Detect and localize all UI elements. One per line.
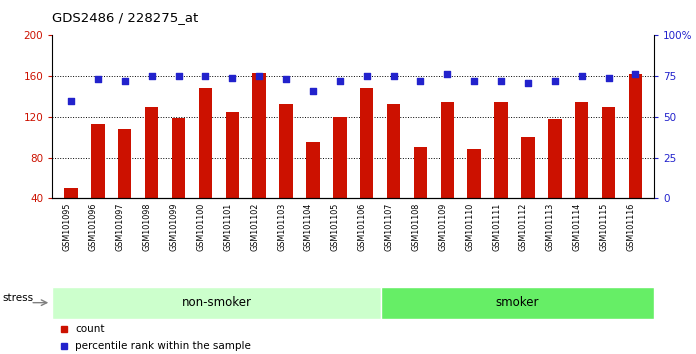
Point: [146, 73, 157, 79]
Bar: [253, 73, 266, 239]
Point: [253, 73, 264, 79]
Bar: [64, 188, 78, 239]
Point: [119, 78, 130, 84]
Text: GSM101097: GSM101097: [116, 202, 125, 251]
Point: [415, 78, 426, 84]
Text: GSM101096: GSM101096: [89, 202, 98, 251]
Bar: [602, 107, 615, 239]
Bar: [468, 149, 481, 239]
Text: GDS2486 / 228275_at: GDS2486 / 228275_at: [52, 11, 198, 24]
Text: count: count: [75, 324, 104, 333]
Bar: [118, 129, 132, 239]
Point: [388, 73, 399, 79]
Point: [576, 73, 587, 79]
Point: [361, 73, 372, 79]
Text: GSM101107: GSM101107: [384, 202, 393, 251]
Point: [280, 76, 292, 82]
Text: percentile rank within the sample: percentile rank within the sample: [75, 341, 251, 351]
Point: [200, 73, 211, 79]
Bar: [279, 104, 293, 239]
Text: GSM101105: GSM101105: [331, 202, 340, 251]
Point: [173, 73, 184, 79]
Point: [630, 72, 641, 77]
Point: [496, 78, 507, 84]
Point: [65, 98, 77, 103]
Text: GSM101113: GSM101113: [546, 202, 555, 251]
Bar: [521, 137, 535, 239]
Text: GSM101111: GSM101111: [492, 202, 501, 251]
Text: GSM101114: GSM101114: [573, 202, 582, 251]
Text: smoker: smoker: [496, 296, 539, 309]
Text: stress: stress: [3, 293, 33, 303]
Bar: [387, 104, 400, 239]
Point: [603, 75, 614, 81]
Text: GSM101106: GSM101106: [358, 202, 367, 251]
Text: GSM101108: GSM101108: [411, 202, 420, 251]
Point: [442, 72, 453, 77]
Point: [227, 75, 238, 81]
Point: [93, 76, 104, 82]
Point: [308, 88, 319, 93]
Bar: [494, 102, 508, 239]
Bar: [91, 124, 104, 239]
Text: GSM101104: GSM101104: [304, 202, 313, 251]
Text: GSM101109: GSM101109: [438, 202, 448, 251]
Text: GSM101103: GSM101103: [277, 202, 286, 251]
Text: GSM101099: GSM101099: [170, 202, 178, 251]
Text: GSM101098: GSM101098: [143, 202, 152, 251]
Text: GSM101102: GSM101102: [250, 202, 259, 251]
Text: GSM101095: GSM101095: [62, 202, 71, 251]
Bar: [441, 102, 454, 239]
Point: [334, 78, 345, 84]
Bar: [413, 147, 427, 239]
Point: [468, 78, 480, 84]
Text: GSM101115: GSM101115: [599, 202, 608, 251]
Bar: [333, 117, 347, 239]
Text: GSM101112: GSM101112: [519, 202, 528, 251]
Point: [549, 78, 560, 84]
Bar: [198, 88, 212, 239]
Text: GSM101101: GSM101101: [223, 202, 232, 251]
Bar: [306, 142, 319, 239]
Bar: [381, 287, 654, 319]
Bar: [172, 118, 185, 239]
Bar: [226, 112, 239, 239]
Point: [523, 80, 534, 85]
Bar: [52, 287, 381, 319]
Text: non-smoker: non-smoker: [182, 296, 251, 309]
Text: GSM101110: GSM101110: [465, 202, 474, 251]
Text: GSM101116: GSM101116: [626, 202, 635, 251]
Bar: [628, 74, 642, 239]
Bar: [575, 102, 588, 239]
Bar: [145, 107, 159, 239]
Bar: [548, 119, 562, 239]
Bar: [360, 88, 373, 239]
Text: GSM101100: GSM101100: [196, 202, 205, 251]
